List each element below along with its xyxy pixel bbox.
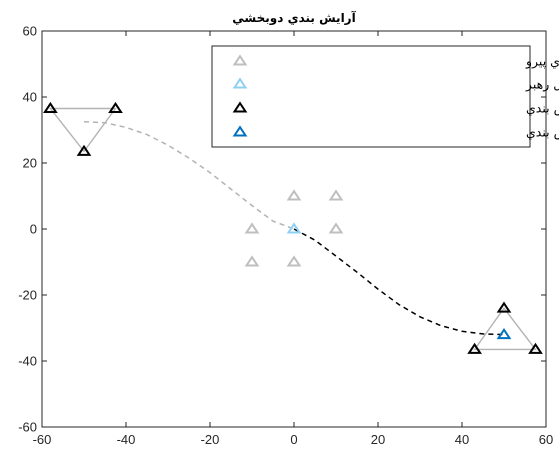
legend-marker <box>232 101 248 113</box>
data-point-marker <box>76 144 92 156</box>
legend-label: موقعيت عامل رهبر پس از آرايش بندي <box>526 125 559 141</box>
x-tick-label: 40 <box>455 432 469 447</box>
y-tick-label: -20 <box>18 288 37 303</box>
y-tick-label: -60 <box>18 420 37 435</box>
paths-layer <box>83 121 505 336</box>
data-point-marker <box>496 327 512 340</box>
points-layer <box>43 101 543 354</box>
data-point-marker <box>286 255 302 267</box>
data-point-marker <box>528 342 543 354</box>
ticks-layer: -60 -40 -20 0 20 40 60 -60 -40 -20 0 20 40 60 <box>18 24 553 448</box>
data-point-marker <box>286 222 302 234</box>
data-point-marker <box>244 255 260 267</box>
y-tick-label: 0 <box>30 222 37 237</box>
y-tick-label: 60 <box>23 24 37 39</box>
x-tick-label: -20 <box>201 432 220 447</box>
trajectory-line <box>293 228 505 336</box>
formations-layer <box>48 107 537 351</box>
legend-box <box>211 45 531 148</box>
x-tick-label: 0 <box>290 432 297 447</box>
legend-marker <box>232 54 248 66</box>
legend: موقعيت اوليه عامل هاي پيرو موقعيت اوليه ع… <box>211 45 559 148</box>
x-tick-label: 20 <box>371 432 385 447</box>
data-point-marker <box>43 101 58 114</box>
x-tick-label: -40 <box>117 432 136 447</box>
y-tick-label: 20 <box>23 156 37 171</box>
y-tick-label: -40 <box>18 354 37 369</box>
data-point-marker <box>244 222 260 234</box>
data-point-marker <box>286 189 302 201</box>
data-point-marker <box>467 342 482 354</box>
data-point-marker <box>328 222 344 234</box>
legend-marker <box>232 125 248 137</box>
formation-outline <box>473 307 537 351</box>
data-point-marker <box>108 101 123 114</box>
x-tick-label: 60 <box>539 432 553 447</box>
legend-label: موقعيت اوليه عامل هاي پيرو <box>525 54 559 70</box>
chart-title: آرايش بندي دوبخشي <box>232 10 356 26</box>
formation-outline <box>48 107 117 153</box>
legend-marker <box>232 77 248 89</box>
data-point-marker <box>328 189 344 201</box>
trajectory-line <box>83 121 295 230</box>
x-tick-label: -60 <box>33 432 52 447</box>
legend-label: موقعيت اوليه عامل رهبر <box>525 77 559 93</box>
legend-label: موقعيت عامل هاي پيرو پس از آرايش بندي <box>526 101 559 117</box>
data-point-marker <box>496 301 512 313</box>
y-tick-label: 40 <box>23 90 37 105</box>
